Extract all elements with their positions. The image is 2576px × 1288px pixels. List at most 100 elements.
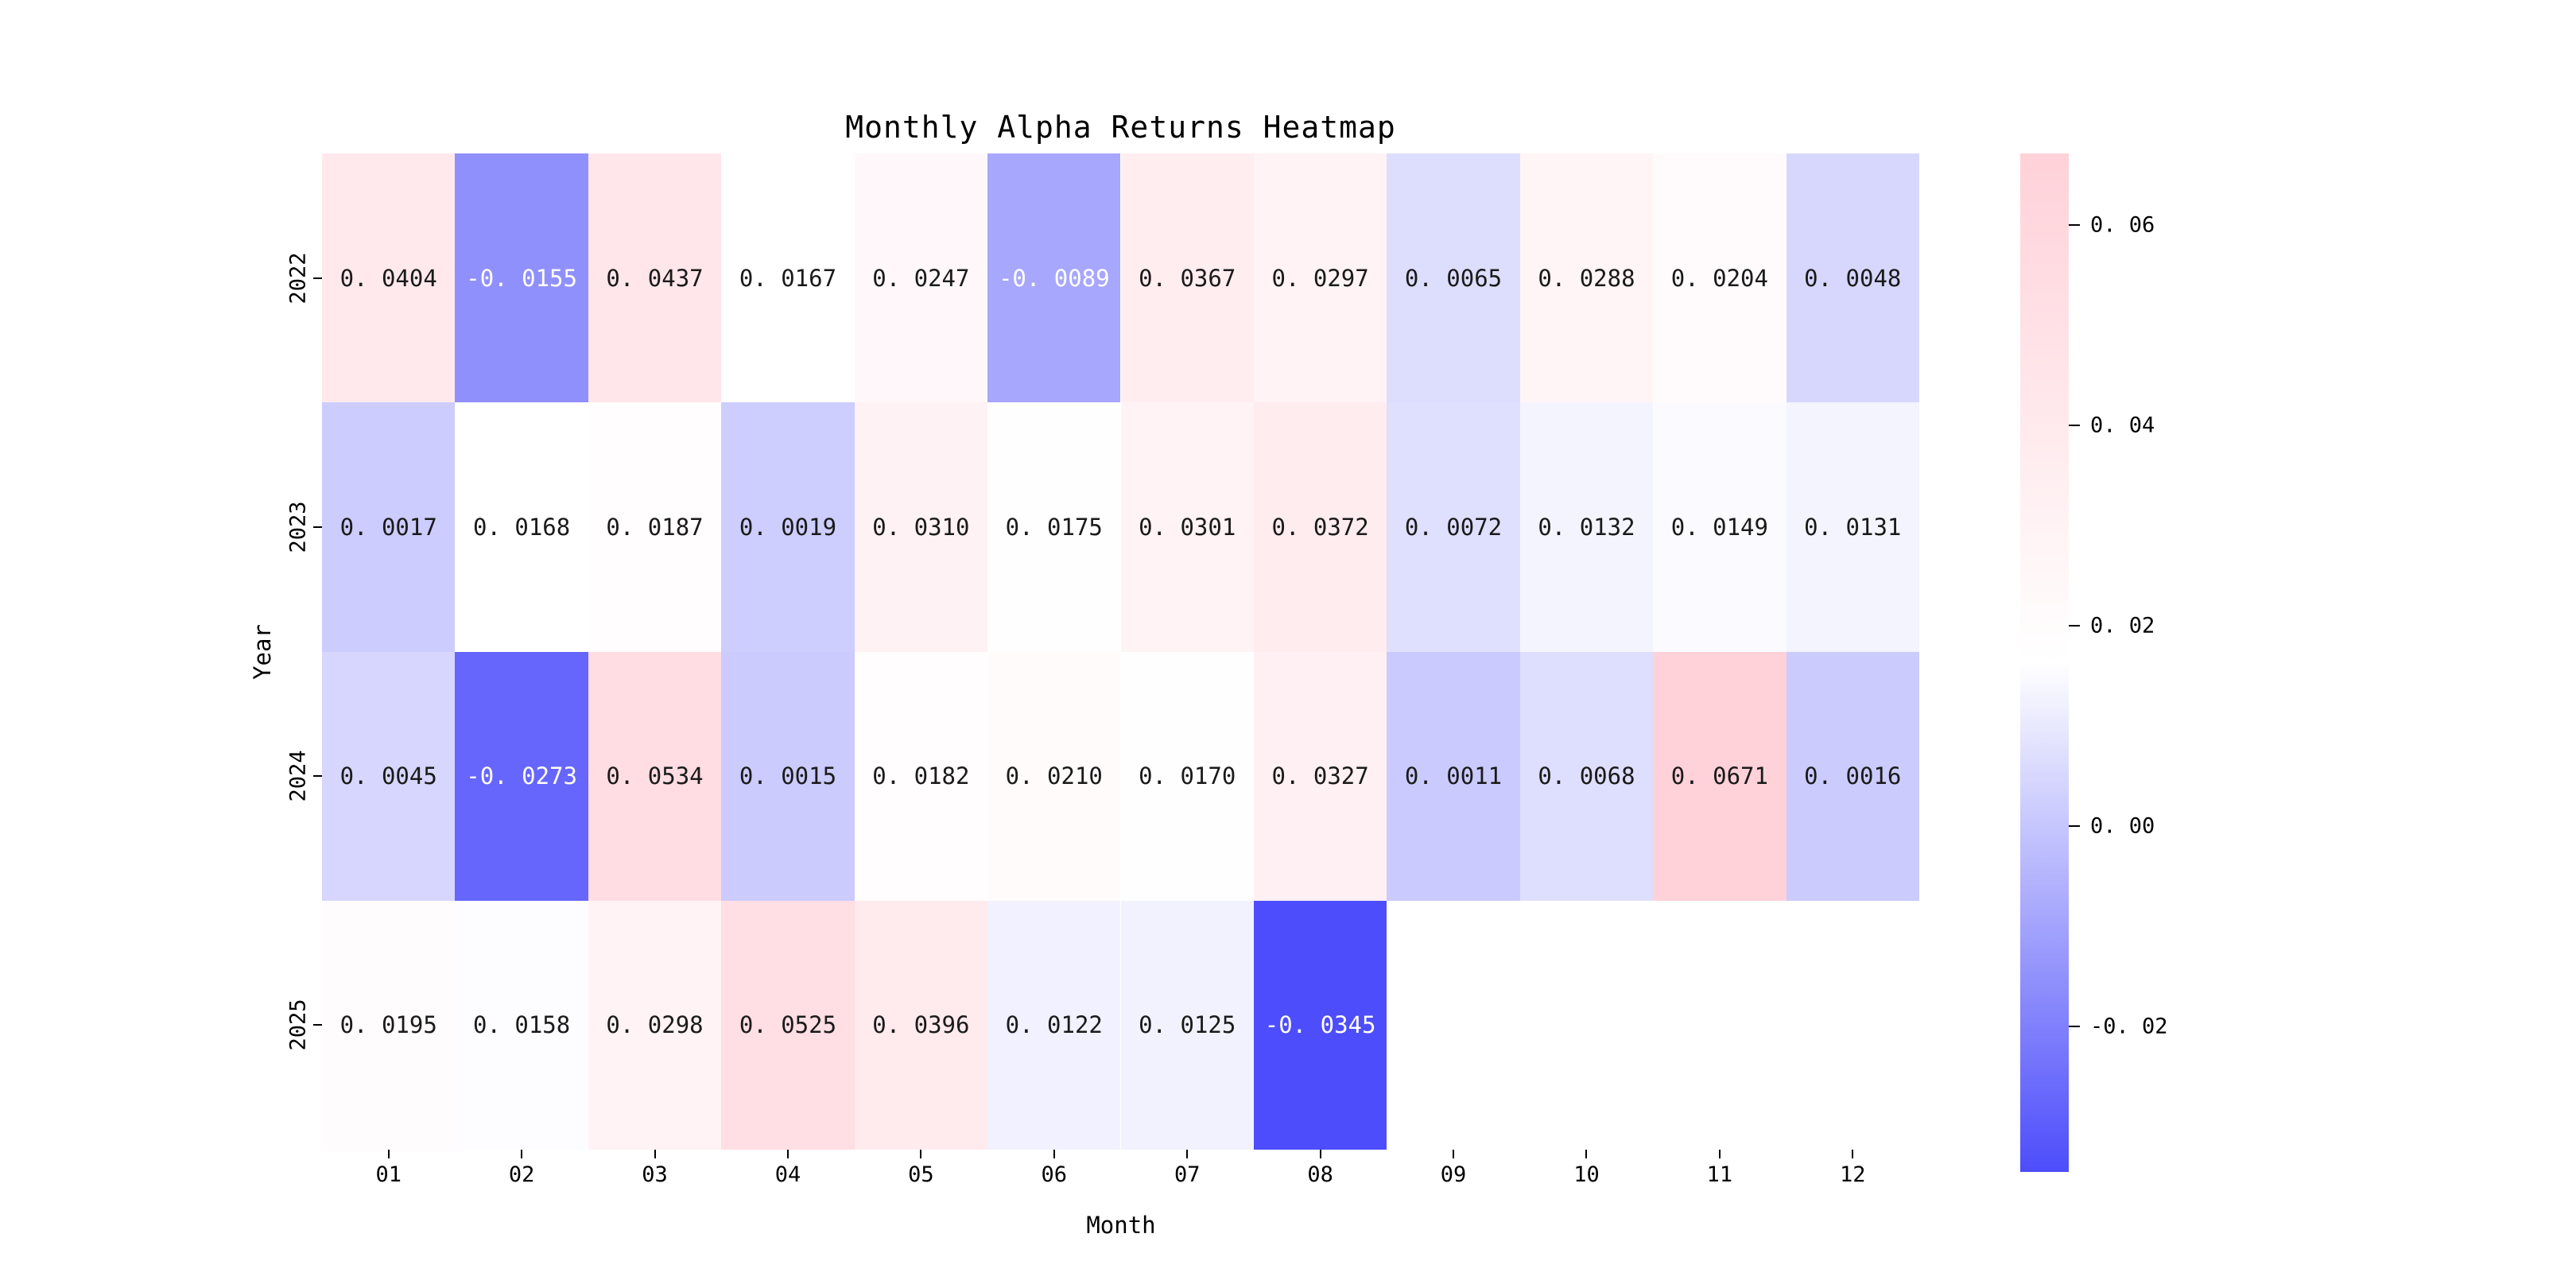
cell-value: 0. 0011 [1404, 762, 1503, 790]
y-axis-label: Year [249, 624, 276, 680]
heatmap-cell: 0. 0125 [1120, 900, 1254, 1150]
cell-value: 0. 0068 [1538, 762, 1635, 790]
tick-mark [387, 1150, 390, 1158]
cell-value: 0. 0372 [1271, 513, 1369, 541]
heatmap-cell: 0. 0016 [1786, 651, 1919, 901]
heatmap-cell: 0. 0011 [1387, 651, 1520, 901]
cell-value: 0. 0195 [339, 1011, 437, 1039]
cell-value: 0. 0065 [1404, 264, 1503, 292]
x-tick-label: 01 [375, 1162, 402, 1187]
chart-title: Monthly Alpha Returns Heatmap [845, 110, 1396, 145]
tick-mark [1718, 1150, 1721, 1158]
colorbar-tick-mark [2069, 624, 2080, 627]
heatmap-cell: 0. 0298 [588, 900, 722, 1150]
colorbar-tick-mark [2069, 223, 2080, 226]
heatmap-cell: 0. 0187 [588, 402, 722, 652]
x-tick-label: 07 [1174, 1162, 1201, 1187]
heatmap-cell: 0. 0182 [854, 651, 988, 901]
cell-value: 0. 0158 [473, 1011, 571, 1039]
heatmap-cell: 0. 0310 [854, 402, 988, 652]
tick-mark [1585, 1150, 1588, 1158]
tick-mark [1186, 1150, 1189, 1158]
colorbar-tick-mark [2069, 825, 2080, 827]
cell-value: 0. 0019 [739, 513, 837, 541]
cell-value: 0. 0310 [872, 513, 970, 541]
heatmap-cell: 0. 0017 [322, 402, 456, 652]
heatmap-cell: -0. 0273 [455, 651, 588, 901]
colorbar-tick-label: 0. 02 [2090, 613, 2155, 638]
heatmap-cell: 0. 0437 [588, 153, 722, 403]
tick-mark [1852, 1150, 1854, 1158]
heatmap-cell: 0. 0122 [987, 900, 1121, 1150]
x-tick-label: 11 [1706, 1162, 1733, 1187]
heatmap-cell: 0. 0404 [322, 153, 456, 403]
x-axis-label: Month [1086, 1212, 1156, 1239]
heatmap-cell: 0. 0525 [721, 900, 855, 1150]
cell-value: -0. 0345 [1264, 1011, 1376, 1039]
heatmap-cell: 0. 0175 [987, 402, 1121, 652]
heatmap-cell: 0. 0015 [721, 651, 855, 901]
heatmap-cell: 0. 0671 [1653, 651, 1787, 901]
colorbar-tick-label: -0. 02 [2090, 1014, 2168, 1039]
cell-value: 0. 0149 [1670, 513, 1768, 541]
cell-value: 0. 0247 [872, 264, 970, 292]
heatmap-cell: 0. 0210 [987, 651, 1121, 901]
cell-value: 0. 0298 [606, 1011, 704, 1039]
tick-mark [313, 277, 322, 279]
tick-mark [521, 1150, 523, 1158]
colorbar-tick-label: 0. 04 [2090, 413, 2155, 438]
cell-value: 0. 0187 [606, 513, 704, 541]
cell-value: 0. 0125 [1139, 1011, 1236, 1039]
tick-mark [1453, 1150, 1455, 1158]
cell-value: -0. 0273 [466, 762, 577, 790]
x-tick-label: 05 [908, 1162, 934, 1187]
heatmap-cell: 0. 0301 [1120, 402, 1254, 652]
cell-value: 0. 0288 [1538, 264, 1635, 292]
heatmap: 0. 0404 -0. 0155 0. 0437 0. 0167 0. 0247 -0. … [322, 153, 1919, 1150]
heatmap-cell: 0. 0132 [1519, 402, 1654, 652]
cell-value: 0. 0182 [872, 762, 970, 790]
cell-value: 0. 0301 [1139, 513, 1236, 541]
cell-value: 0. 0131 [1804, 513, 1902, 541]
x-tick-label: 10 [1573, 1162, 1600, 1187]
cell-value: -0. 0155 [466, 264, 577, 292]
cell-value: 0. 0437 [606, 264, 704, 292]
tick-mark [654, 1150, 656, 1158]
heatmap-cell: 0. 0065 [1387, 153, 1520, 403]
heatmap-cell: 0. 0372 [1253, 402, 1387, 652]
x-tick-label: 03 [642, 1162, 668, 1187]
heatmap-cell: 0. 0297 [1253, 153, 1387, 403]
y-tick-label: 2023 [285, 501, 311, 553]
cell-value: 0. 0045 [339, 762, 437, 790]
y-tick-label: 2024 [285, 750, 311, 802]
cell-value: 0. 0017 [339, 513, 437, 541]
heatmap-cell: 0. 0367 [1120, 153, 1254, 403]
tick-mark [313, 1024, 322, 1026]
colorbar-tick-label: 0. 06 [2090, 212, 2155, 238]
x-tick-label: 04 [774, 1162, 801, 1187]
x-tick-label: 08 [1307, 1162, 1333, 1187]
colorbar [2020, 153, 2069, 1172]
heatmap-cell: 0. 0288 [1519, 153, 1654, 403]
heatmap-cell: 0. 0072 [1387, 402, 1520, 652]
cell-value: 0. 0534 [606, 762, 704, 790]
cell-value: 0. 0168 [473, 513, 571, 541]
heatmap-cell: 0. 0019 [721, 402, 855, 652]
cell-value: 0. 0122 [1005, 1011, 1103, 1039]
cell-value: -0. 0089 [998, 264, 1110, 292]
colorbar-tick-mark [2069, 424, 2080, 426]
heatmap-cell: 0. 0158 [455, 900, 588, 1150]
colorbar-tick-mark [2069, 1026, 2080, 1028]
cell-value: 0. 0210 [1005, 762, 1103, 790]
heatmap-cell: 0. 0170 [1120, 651, 1254, 901]
tick-mark [1053, 1150, 1055, 1158]
cell-value: 0. 0048 [1804, 264, 1902, 292]
tick-mark [1319, 1150, 1321, 1158]
x-tick-label: 09 [1440, 1162, 1467, 1187]
tick-mark [920, 1150, 922, 1158]
cell-value: 0. 0016 [1804, 762, 1902, 790]
heatmap-cell: 0. 0045 [322, 651, 456, 901]
cell-value: 0. 0367 [1139, 264, 1236, 292]
y-tick-label: 2025 [285, 999, 311, 1051]
